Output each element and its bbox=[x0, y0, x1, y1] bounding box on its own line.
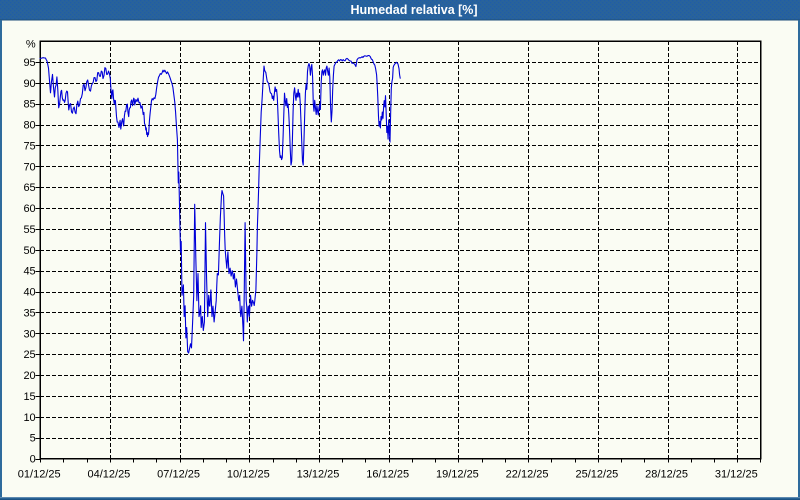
svg-text:16/12/25: 16/12/25 bbox=[366, 468, 409, 480]
svg-text:07/12/25: 07/12/25 bbox=[157, 468, 200, 480]
svg-text:25/12/25: 25/12/25 bbox=[575, 468, 618, 480]
svg-text:70: 70 bbox=[23, 161, 35, 173]
svg-text:80: 80 bbox=[23, 120, 35, 132]
svg-text:13/12/25: 13/12/25 bbox=[297, 468, 340, 480]
svg-text:60: 60 bbox=[23, 203, 35, 215]
svg-text:10: 10 bbox=[23, 412, 35, 424]
svg-text:31/12/25: 31/12/25 bbox=[715, 468, 758, 480]
svg-text:Humedad relativa [%]: Humedad relativa [%] bbox=[350, 3, 477, 17]
svg-text:95: 95 bbox=[23, 57, 35, 69]
svg-text:40: 40 bbox=[23, 287, 35, 299]
svg-text:65: 65 bbox=[23, 182, 35, 194]
svg-text:19/12/25: 19/12/25 bbox=[436, 468, 479, 480]
svg-text:45: 45 bbox=[23, 266, 35, 278]
svg-text:75: 75 bbox=[23, 140, 35, 152]
svg-text:50: 50 bbox=[23, 245, 35, 257]
svg-text:25: 25 bbox=[23, 349, 35, 361]
svg-text:0: 0 bbox=[30, 454, 36, 466]
svg-text:10/12/25: 10/12/25 bbox=[227, 468, 270, 480]
svg-text:%: % bbox=[26, 39, 36, 51]
svg-text:04/12/25: 04/12/25 bbox=[87, 468, 130, 480]
svg-text:5: 5 bbox=[30, 433, 36, 445]
svg-text:01/12/25: 01/12/25 bbox=[18, 468, 61, 480]
svg-text:35: 35 bbox=[23, 307, 35, 319]
svg-text:22/12/25: 22/12/25 bbox=[506, 468, 549, 480]
svg-text:55: 55 bbox=[23, 224, 35, 236]
svg-text:85: 85 bbox=[23, 99, 35, 111]
svg-text:28/12/25: 28/12/25 bbox=[645, 468, 688, 480]
svg-text:20: 20 bbox=[23, 370, 35, 382]
svg-text:15: 15 bbox=[23, 391, 35, 403]
svg-text:30: 30 bbox=[23, 328, 35, 340]
svg-text:90: 90 bbox=[23, 78, 35, 90]
